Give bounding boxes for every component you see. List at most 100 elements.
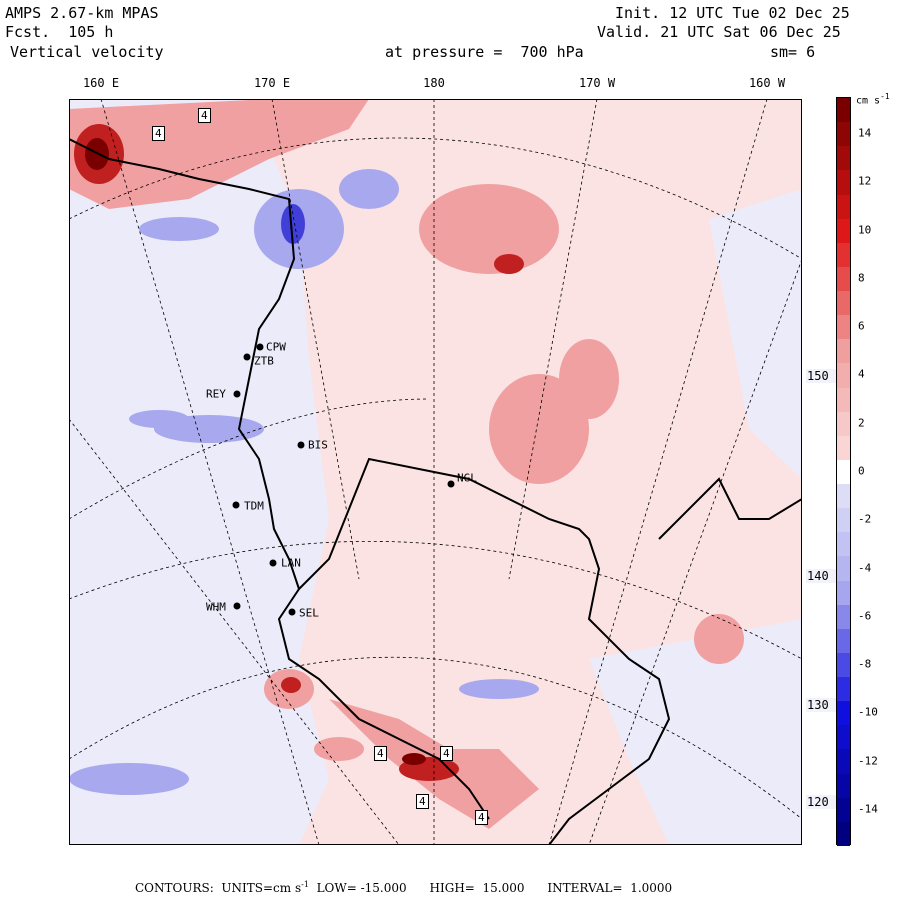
colorbar-swatch <box>837 580 850 606</box>
lon-label-170e: 170 E <box>253 76 291 90</box>
vertical-velocity-map <box>69 99 802 845</box>
negative-patch <box>281 204 305 244</box>
station-marker-whm <box>233 602 241 610</box>
positive-core <box>281 677 301 693</box>
colorbar-tick-label: -4 <box>858 561 872 575</box>
lon-label-150w: 150 W <box>806 369 845 383</box>
station-label-cpw: CPW <box>266 340 286 354</box>
positive-patch <box>559 339 619 419</box>
station-marker-sel <box>288 608 296 616</box>
footer-high-label: HIGH= <box>429 881 475 895</box>
positive-band-north <box>69 99 369 209</box>
forecast-line: Fcst. 105 h <box>5 23 113 42</box>
colorbar-tick-label: 2 <box>858 416 865 430</box>
positive-patch <box>694 614 744 664</box>
colorbar-swatch <box>837 821 850 847</box>
init-line: Init. 12 UTC Tue 02 Dec 25 <box>615 4 850 23</box>
negative-patch <box>459 679 539 699</box>
colorbar-swatch <box>837 484 850 509</box>
station-label-sel: SEL <box>299 606 319 620</box>
colorbar-swatch <box>837 797 850 823</box>
lon-label-180: 180 <box>423 76 445 90</box>
coastline-east <box>658 477 802 540</box>
valid-value: 21 UTC Sat 06 Dec 25 <box>660 23 841 41</box>
station-label-lan: LAN <box>281 556 301 570</box>
colorbar-tick-label: -8 <box>858 657 872 671</box>
coastline <box>69 138 671 845</box>
station-marker-ztb <box>243 353 251 361</box>
valid-label: Valid. <box>597 23 652 41</box>
colorbar-tick-label: 14 <box>858 126 872 140</box>
contour-label: 4 <box>440 746 453 761</box>
negative-patch <box>339 169 399 209</box>
colorbar-swatch <box>837 339 850 364</box>
footer-contours-label: CONTOURS: <box>135 881 214 895</box>
station-label-bis: BIS <box>308 438 328 452</box>
colorbar-swatch <box>837 773 850 799</box>
colorbar-swatch <box>837 604 850 630</box>
station-marker-lan <box>269 559 277 567</box>
footer-units-label: UNITS=cm s <box>221 881 302 895</box>
colorbar-swatch <box>837 725 850 750</box>
lon-label-130w: 130 W <box>806 698 845 712</box>
footer-interval-value: 1.0000 <box>630 881 673 895</box>
footer-low-value: -15.000 <box>360 881 407 895</box>
positive-patch <box>419 184 559 274</box>
lon-label-160w: 160 W <box>748 76 786 90</box>
footer-high-value: 15.000 <box>482 881 525 895</box>
lon-label-160e: 160 E <box>82 76 120 90</box>
coastline-ross <box>277 588 490 820</box>
colorbar-tick-label: 4 <box>858 367 865 381</box>
negative-patch <box>69 763 189 795</box>
colorbar-swatch <box>837 387 850 413</box>
negative-region-west <box>69 99 329 845</box>
colorbar-swatch <box>837 266 850 292</box>
station-label-ztb: ZTB <box>254 354 274 368</box>
colorbar-swatch <box>837 291 850 316</box>
colorbar-tick-label: -12 <box>858 754 878 768</box>
colorbar-swatch <box>837 508 850 533</box>
colorbar-tick-label: 12 <box>858 174 872 188</box>
model-title: AMPS 2.67-km MPAS <box>5 4 159 22</box>
footer-interval-label: INTERVAL= <box>547 881 623 895</box>
station-marker-tdm <box>232 501 240 509</box>
contour-label: 4 <box>475 810 488 825</box>
positive-core <box>494 254 524 274</box>
pressure-line: at pressure = 700 hPa <box>385 43 584 62</box>
positive-patch <box>314 737 364 761</box>
map-frame <box>69 99 802 845</box>
colorbar-tick-label: 0 <box>858 464 865 478</box>
forecast-label: Fcst. <box>5 23 51 41</box>
field-name: Vertical velocity <box>10 43 164 61</box>
contour-label: 4 <box>416 794 429 809</box>
colorbar-units-exp: -1 <box>880 92 890 101</box>
colorbar-swatch <box>837 652 850 678</box>
station-label-whm: WHM <box>206 600 226 614</box>
colorbar-swatch <box>837 98 850 123</box>
negative-patch <box>129 410 189 428</box>
lon-label-170w: 170 W <box>578 76 616 90</box>
pressure-label: at pressure = <box>385 43 503 61</box>
pressure-value: 700 hPa <box>520 43 584 61</box>
colorbar-swatch <box>837 556 850 582</box>
colorbar-tick-label: 6 <box>858 319 865 333</box>
colorbar-swatch <box>837 170 850 195</box>
colorbar-swatch <box>837 194 850 220</box>
colorbar-swatch <box>837 459 850 485</box>
station-marker-cpw <box>256 343 264 351</box>
station-label-rey: REY <box>206 387 226 401</box>
colorbar-swatch <box>837 749 850 775</box>
footer-units-exp: -1 <box>301 880 309 889</box>
forecast-value: 105 h <box>68 23 114 41</box>
contour-footer: CONTOURS: UNITS=cm s-1 LOW= -15.000 HIGH… <box>135 880 672 895</box>
colorbar-swatch <box>837 701 850 726</box>
footer-low-label: LOW= <box>316 881 357 895</box>
colorbar-swatch <box>837 242 850 268</box>
colorbar-tick-label: 10 <box>858 223 872 237</box>
colorbar-swatch <box>837 146 850 171</box>
negative-region-east <box>709 189 802 479</box>
colorbar-swatch <box>837 122 850 147</box>
colorbar-tick-label: -6 <box>858 609 872 623</box>
colorbar-swatch <box>837 435 850 461</box>
station-marker-rey <box>233 390 241 398</box>
